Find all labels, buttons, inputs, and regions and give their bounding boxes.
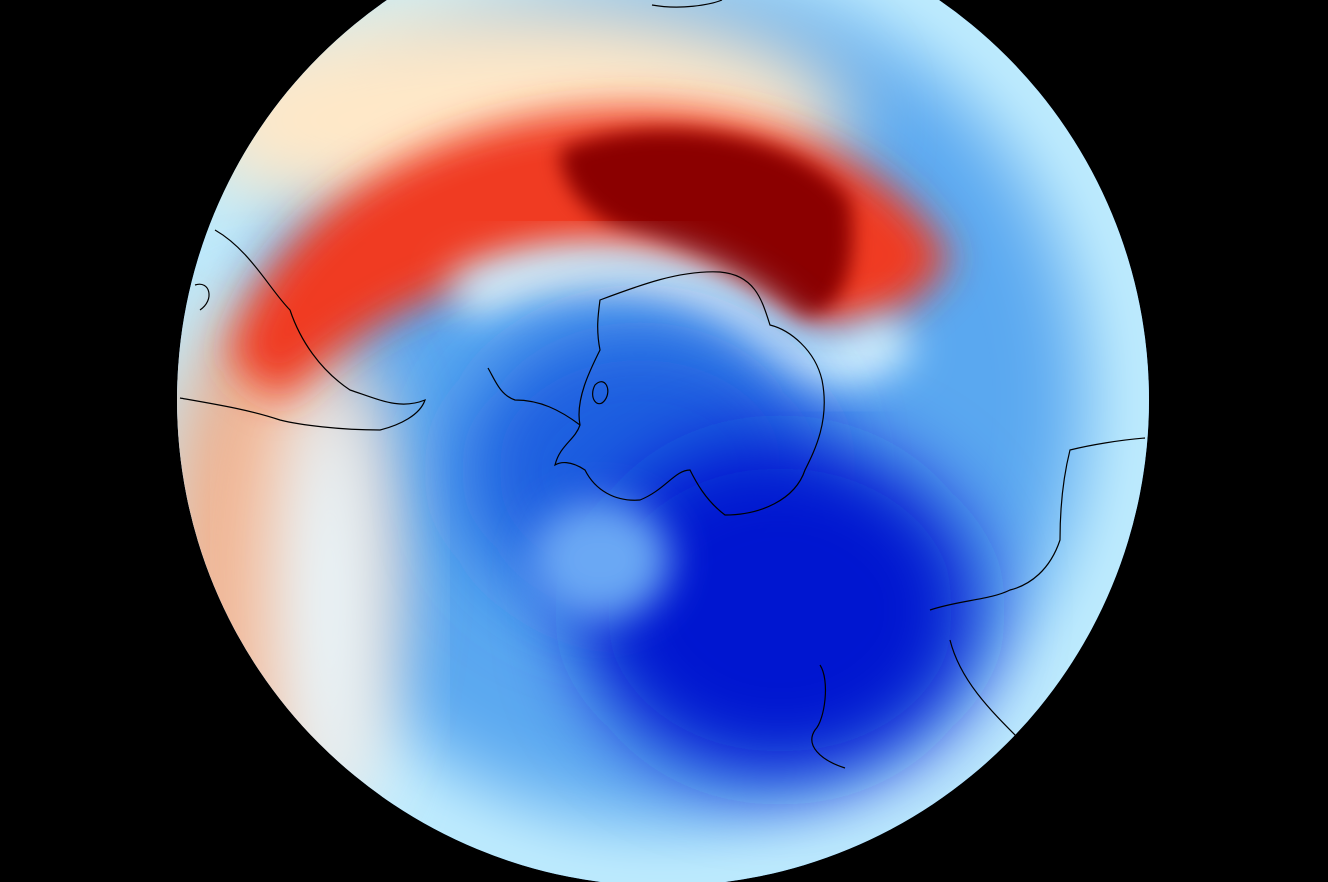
south-america-coast <box>179 229 426 431</box>
coastlines <box>179 0 1146 769</box>
island <box>194 283 210 311</box>
antarctica-coast <box>554 271 825 516</box>
anomaly-field <box>177 0 1149 882</box>
strong-cold-anomaly <box>580 440 980 780</box>
cold-swirl <box>530 500 670 620</box>
strong-warm-anomaly <box>560 129 853 320</box>
antarctic-peninsula <box>487 367 581 426</box>
australia-coast <box>929 437 1146 611</box>
ice-shelf <box>592 381 609 405</box>
australia-coast-south <box>949 639 1021 741</box>
transition-zone <box>448 243 918 389</box>
new-zealand-coast <box>811 664 846 769</box>
light-band <box>270 360 390 840</box>
africa-coast <box>651 0 723 8</box>
